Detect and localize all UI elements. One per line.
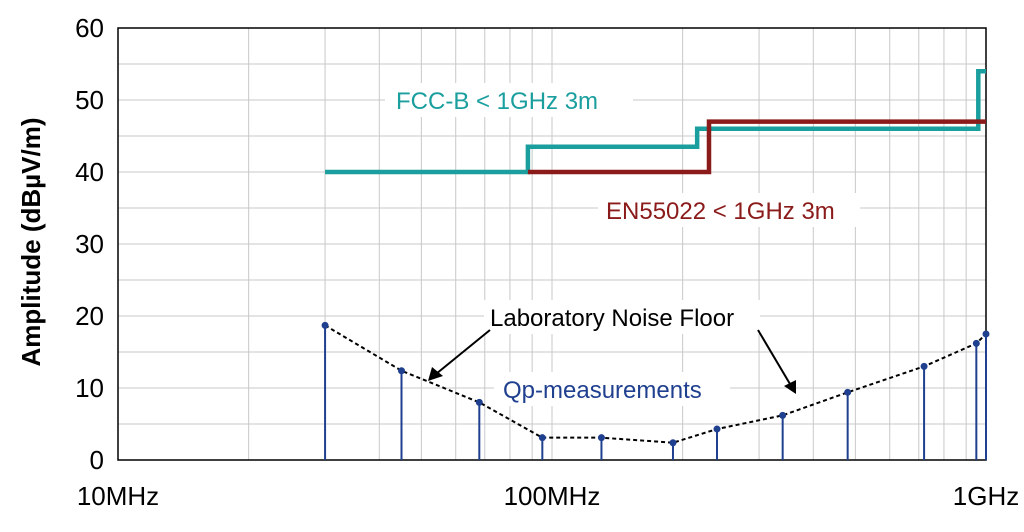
y-tick-label: 10	[75, 373, 104, 403]
y-tick-label: 20	[75, 301, 104, 331]
fcc-label: FCC-B < 1GHz 3m	[396, 88, 598, 115]
qp-point	[779, 411, 787, 419]
qp-label-bg	[494, 372, 730, 406]
qp-point	[597, 434, 605, 442]
y-tick-label: 0	[90, 445, 104, 475]
tick-layer: 0 10 20 30 40 50 60 10MHz 100MHz 1GHz	[75, 13, 1019, 511]
qp-point	[920, 362, 928, 370]
x-tick-label: 100MHz	[504, 481, 601, 511]
noise-arrow-left	[428, 329, 491, 381]
en-label-bg	[598, 193, 860, 227]
y-tick-label: 30	[75, 229, 104, 259]
y-tick-label: 50	[75, 85, 104, 115]
qp-point	[321, 321, 329, 329]
qp-point	[669, 439, 677, 447]
qp-point	[475, 398, 483, 406]
qp-label: Qp-measurements	[503, 377, 702, 404]
en-label: EN55022 < 1GHz 3m	[606, 198, 835, 225]
plot-frame	[117, 27, 987, 461]
y-tick-label: 60	[75, 13, 104, 43]
qp-point	[538, 434, 546, 442]
en55022-limit-line	[527, 119, 986, 175]
fcc-label-bg	[385, 83, 633, 117]
qp-point	[982, 330, 990, 338]
noise-arrow-right	[757, 329, 796, 394]
qp-point	[972, 339, 980, 347]
y-tick-label: 40	[75, 157, 104, 187]
qp-point	[397, 367, 405, 375]
noise-label: Laboratory Noise Floor	[490, 305, 734, 332]
y-axis-title: Amplitude (dBµV/m)	[16, 118, 46, 367]
series-layer	[321, 68, 990, 460]
fcc-limit-line	[325, 68, 986, 175]
x-tick-label: 1GHz	[953, 481, 1019, 511]
noise-label-bg	[484, 300, 760, 334]
qp-point	[844, 388, 852, 396]
x-tick-label: 10MHz	[77, 481, 159, 511]
qp-point	[713, 425, 721, 433]
